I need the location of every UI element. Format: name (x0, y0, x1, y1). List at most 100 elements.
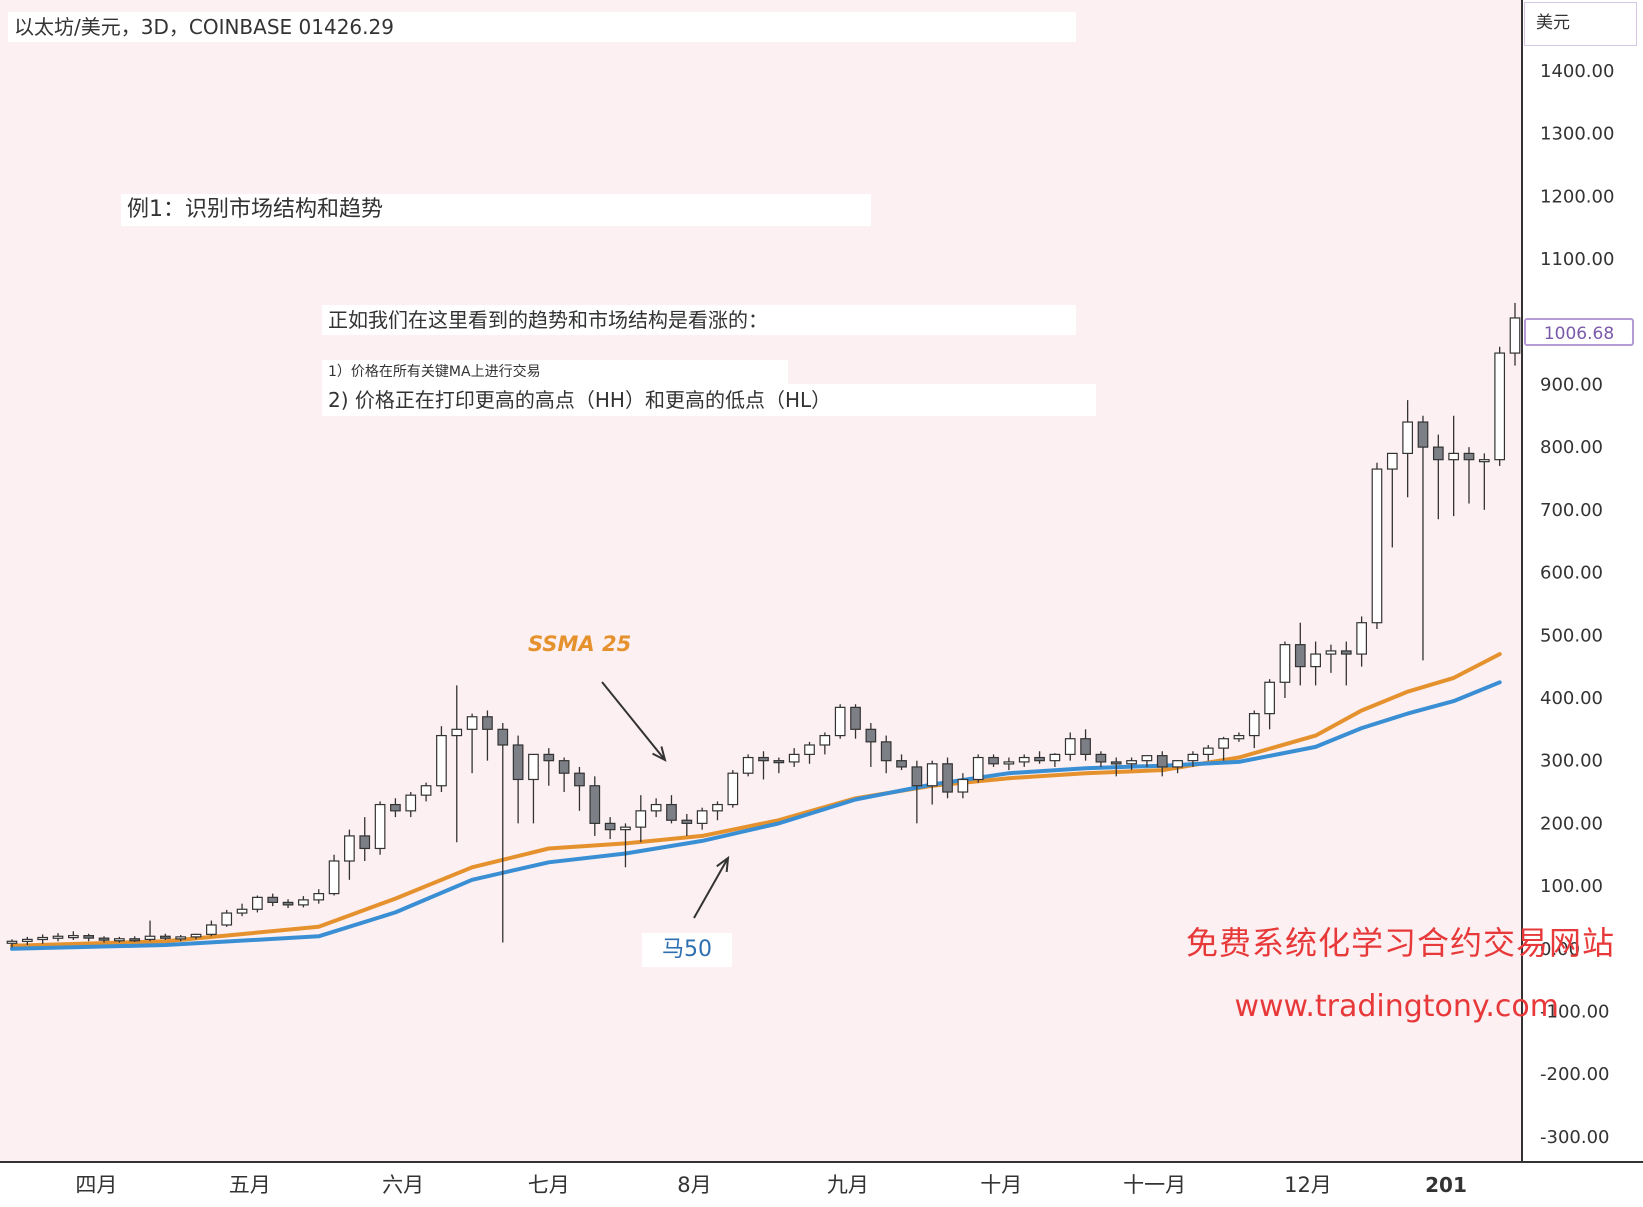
candle-body (190, 933, 202, 938)
candle (1417, 415, 1429, 661)
time-tick-label: 201 (1425, 1173, 1467, 1197)
time-tick-label: 8月 (677, 1173, 711, 1197)
candle-body (850, 706, 861, 730)
candle (1494, 346, 1506, 466)
candle (1202, 744, 1214, 761)
candle (558, 757, 570, 793)
candle (1478, 453, 1490, 510)
candle (282, 899, 294, 909)
candle (1509, 302, 1521, 366)
candle-body (696, 810, 708, 824)
candle (1294, 622, 1306, 686)
time-tick-label: 五月 (229, 1173, 271, 1197)
candle-body (620, 826, 631, 831)
candle (788, 748, 800, 767)
candle-body (1448, 452, 1460, 461)
candle (1448, 415, 1460, 517)
candle-body (666, 803, 677, 821)
candle-body (819, 734, 831, 746)
candle-body (957, 778, 969, 793)
candle-body (1463, 452, 1475, 461)
candle (574, 766, 585, 811)
candle-body (420, 785, 432, 796)
candle (865, 723, 877, 767)
candle-body (482, 716, 493, 730)
price-axis-background (1522, 0, 1643, 1162)
candle (957, 773, 969, 799)
candle (1325, 644, 1337, 673)
price-tick-label: -100.00 (1540, 1002, 1609, 1023)
candle-body (1478, 459, 1490, 463)
candle (696, 807, 708, 830)
candle-body (635, 810, 647, 828)
price-tick-label: 1400.00 (1540, 61, 1614, 82)
candle (589, 776, 601, 836)
candle-body (727, 772, 739, 806)
candle-body (282, 901, 294, 906)
currency-selector[interactable] (1524, 2, 1637, 46)
candle (512, 735, 524, 824)
candle-body (1064, 738, 1076, 755)
candle-body (1386, 452, 1398, 470)
candle (528, 753, 539, 824)
candle (37, 934, 49, 944)
candle (436, 726, 447, 793)
candle-body (497, 728, 509, 746)
candle (635, 795, 647, 843)
candle (267, 893, 279, 907)
arrow-shaft (693, 857, 729, 919)
candle-body (160, 935, 171, 939)
candle (1049, 753, 1061, 767)
time-tick-label: 九月 (827, 1173, 869, 1197)
price-tick-label: 100.00 (1540, 876, 1603, 897)
candle-body (788, 753, 800, 763)
candle-body (1172, 760, 1183, 768)
time-tick-label: 12月 (1284, 1173, 1332, 1197)
arrow-shaft (601, 681, 666, 761)
candle (67, 931, 79, 941)
candle-body (604, 822, 616, 831)
candle-body (1218, 738, 1229, 749)
price-tick-label: 1300.00 (1540, 124, 1614, 145)
candle (1034, 751, 1045, 764)
candle-body (1156, 755, 1168, 768)
candle-body (405, 794, 417, 812)
candle (1003, 757, 1015, 771)
candle-body (1003, 761, 1015, 765)
price-tick-label: 300.00 (1540, 751, 1603, 772)
candle-body (972, 756, 984, 781)
candle-body (114, 938, 125, 942)
time-tick-label: 十月 (980, 1173, 1022, 1197)
candle-body (1494, 352, 1506, 461)
time-tick-label: 四月 (75, 1173, 117, 1197)
candle-body (1371, 468, 1383, 624)
point-one-text: 1）价格在所有关键MA上进行交易 (328, 364, 541, 380)
candle-body (1110, 761, 1122, 765)
candle (1218, 736, 1229, 761)
price-tick-label: 800.00 (1540, 437, 1603, 458)
time-tick-label: 十一月 (1123, 1173, 1186, 1197)
candle-body (1034, 756, 1045, 762)
candle (190, 933, 202, 940)
candle-body (1356, 622, 1367, 655)
candle-body (313, 893, 325, 901)
watermark-url[interactable]: www.tradingtony.com (1234, 989, 1559, 1024)
point-two-text: 2) 价格正在打印更高的高点（HH）和更高的低点（HL） (328, 388, 832, 412)
candle-body (574, 772, 585, 787)
watermark-title: 免费系统化学习合约交易网站 (1185, 924, 1615, 962)
candle-body (1018, 756, 1030, 763)
candle-body (37, 936, 49, 941)
candle (604, 817, 616, 840)
candle (160, 933, 171, 941)
candle-body (1294, 644, 1306, 668)
candle-body (1417, 421, 1429, 448)
candle-body (1141, 755, 1153, 762)
candle-body (742, 756, 754, 774)
example-heading: 例1：识别市场结构和趋势 (121, 194, 871, 226)
ssma-25-label: SSMA 25 (528, 632, 632, 656)
candle-body (328, 860, 340, 895)
candle-body (252, 896, 263, 910)
candle (1233, 732, 1245, 742)
candle (911, 760, 923, 824)
